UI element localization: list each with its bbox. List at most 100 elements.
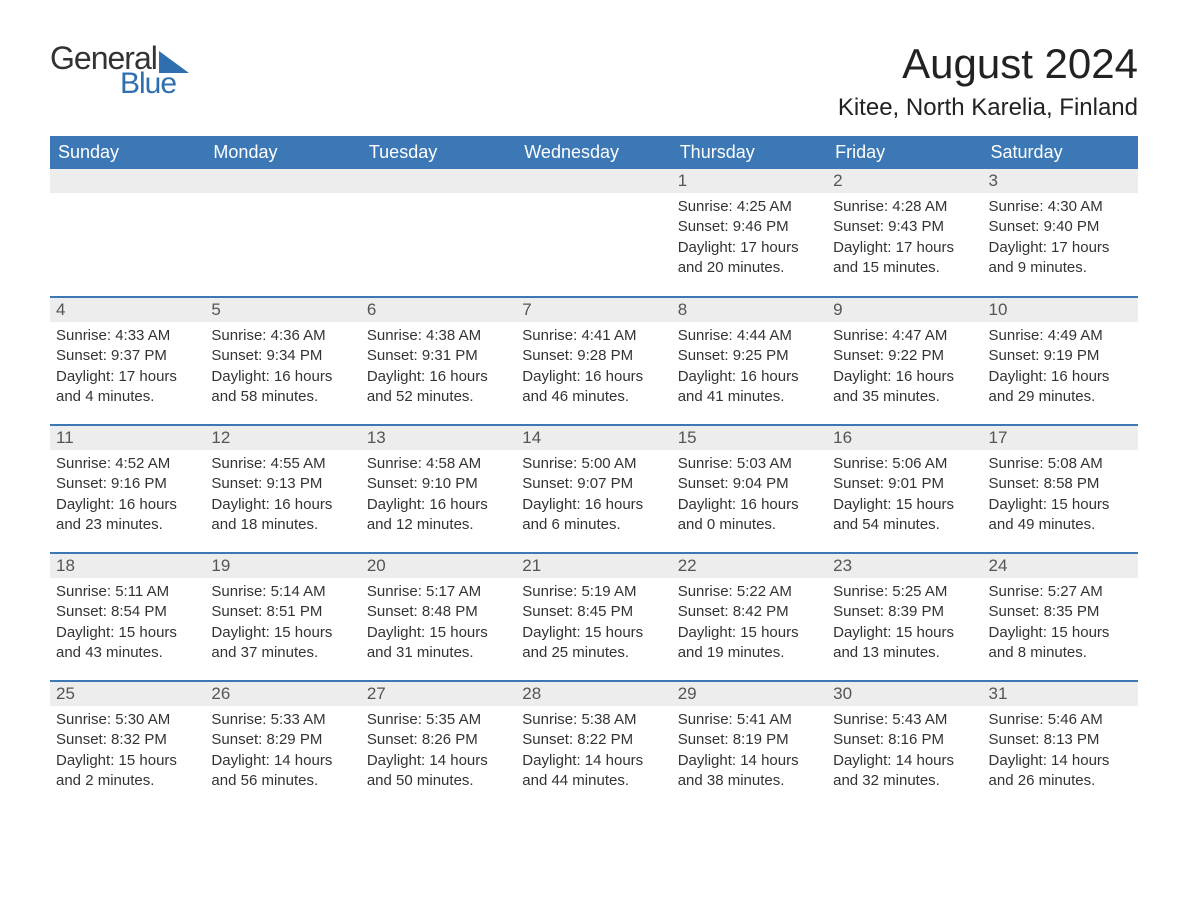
daylight-line: Daylight: 16 hours and 12 minutes.	[367, 495, 510, 536]
sunset-line: Sunset: 9:16 PM	[56, 474, 199, 494]
sunrise-line: Sunrise: 5:25 AM	[833, 582, 976, 602]
day-number: 3	[983, 169, 1138, 193]
day-header: Friday	[827, 136, 982, 169]
sunset-line: Sunset: 8:19 PM	[678, 730, 821, 750]
day-details: Sunrise: 5:25 AMSunset: 8:39 PMDaylight:…	[827, 578, 982, 671]
calendar-cell: 13Sunrise: 4:58 AMSunset: 9:10 PMDayligh…	[361, 425, 516, 553]
daylight-line: Daylight: 15 hours and 37 minutes.	[211, 623, 354, 664]
day-number: 21	[516, 554, 671, 578]
calendar-cell: 12Sunrise: 4:55 AMSunset: 9:13 PMDayligh…	[205, 425, 360, 553]
sunrise-line: Sunrise: 4:28 AM	[833, 197, 976, 217]
daylight-line: Daylight: 15 hours and 49 minutes.	[989, 495, 1132, 536]
day-details: Sunrise: 4:36 AMSunset: 9:34 PMDaylight:…	[205, 322, 360, 415]
header: General Blue August 2024 Kitee, North Ka…	[50, 40, 1138, 122]
daylight-line: Daylight: 17 hours and 20 minutes.	[678, 238, 821, 279]
calendar-cell: 1Sunrise: 4:25 AMSunset: 9:46 PMDaylight…	[672, 169, 827, 297]
day-header: Tuesday	[361, 136, 516, 169]
sunset-line: Sunset: 8:22 PM	[522, 730, 665, 750]
daylight-line: Daylight: 15 hours and 13 minutes.	[833, 623, 976, 664]
day-details: Sunrise: 4:30 AMSunset: 9:40 PMDaylight:…	[983, 193, 1138, 286]
sunset-line: Sunset: 9:37 PM	[56, 346, 199, 366]
calendar-cell: 22Sunrise: 5:22 AMSunset: 8:42 PMDayligh…	[672, 553, 827, 681]
day-details: Sunrise: 4:49 AMSunset: 9:19 PMDaylight:…	[983, 322, 1138, 415]
day-details: Sunrise: 4:28 AMSunset: 9:43 PMDaylight:…	[827, 193, 982, 286]
calendar-cell	[205, 169, 360, 297]
sunrise-line: Sunrise: 5:03 AM	[678, 454, 821, 474]
day-number: 22	[672, 554, 827, 578]
daylight-line: Daylight: 15 hours and 25 minutes.	[522, 623, 665, 664]
daylight-line: Daylight: 16 hours and 23 minutes.	[56, 495, 199, 536]
calendar-week: 18Sunrise: 5:11 AMSunset: 8:54 PMDayligh…	[50, 553, 1138, 681]
sunset-line: Sunset: 9:01 PM	[833, 474, 976, 494]
day-number: 30	[827, 682, 982, 706]
day-number: 5	[205, 298, 360, 322]
sunrise-line: Sunrise: 5:35 AM	[367, 710, 510, 730]
sunrise-line: Sunrise: 5:06 AM	[833, 454, 976, 474]
daylight-line: Daylight: 16 hours and 35 minutes.	[833, 367, 976, 408]
day-number: 29	[672, 682, 827, 706]
calendar-week: 4Sunrise: 4:33 AMSunset: 9:37 PMDaylight…	[50, 297, 1138, 425]
calendar-week: 25Sunrise: 5:30 AMSunset: 8:32 PMDayligh…	[50, 681, 1138, 809]
sunrise-line: Sunrise: 5:00 AM	[522, 454, 665, 474]
sunrise-line: Sunrise: 5:27 AM	[989, 582, 1132, 602]
day-number: 15	[672, 426, 827, 450]
calendar-cell: 19Sunrise: 5:14 AMSunset: 8:51 PMDayligh…	[205, 553, 360, 681]
day-number: 14	[516, 426, 671, 450]
day-details: Sunrise: 4:33 AMSunset: 9:37 PMDaylight:…	[50, 322, 205, 415]
daylight-line: Daylight: 17 hours and 4 minutes.	[56, 367, 199, 408]
sunrise-line: Sunrise: 4:36 AM	[211, 326, 354, 346]
day-details: Sunrise: 5:33 AMSunset: 8:29 PMDaylight:…	[205, 706, 360, 799]
location-text: Kitee, North Karelia, Finland	[838, 94, 1138, 122]
sunrise-line: Sunrise: 4:47 AM	[833, 326, 976, 346]
sunrise-line: Sunrise: 4:38 AM	[367, 326, 510, 346]
daylight-line: Daylight: 14 hours and 38 minutes.	[678, 751, 821, 792]
day-number: 13	[361, 426, 516, 450]
day-details: Sunrise: 5:38 AMSunset: 8:22 PMDaylight:…	[516, 706, 671, 799]
daylight-line: Daylight: 14 hours and 32 minutes.	[833, 751, 976, 792]
calendar-cell: 25Sunrise: 5:30 AMSunset: 8:32 PMDayligh…	[50, 681, 205, 809]
sunrise-line: Sunrise: 5:43 AM	[833, 710, 976, 730]
day-number: 28	[516, 682, 671, 706]
sunset-line: Sunset: 8:39 PM	[833, 602, 976, 622]
daylight-line: Daylight: 17 hours and 15 minutes.	[833, 238, 976, 279]
day-number: 27	[361, 682, 516, 706]
daylight-line: Daylight: 15 hours and 43 minutes.	[56, 623, 199, 664]
calendar-cell: 18Sunrise: 5:11 AMSunset: 8:54 PMDayligh…	[50, 553, 205, 681]
sunrise-line: Sunrise: 5:41 AM	[678, 710, 821, 730]
sunrise-line: Sunrise: 5:17 AM	[367, 582, 510, 602]
title-block: August 2024 Kitee, North Karelia, Finlan…	[838, 40, 1138, 122]
daylight-line: Daylight: 17 hours and 9 minutes.	[989, 238, 1132, 279]
calendar-cell: 27Sunrise: 5:35 AMSunset: 8:26 PMDayligh…	[361, 681, 516, 809]
day-number: 1	[672, 169, 827, 193]
brand-text-2: Blue	[120, 67, 176, 101]
sunrise-line: Sunrise: 4:49 AM	[989, 326, 1132, 346]
day-details: Sunrise: 4:41 AMSunset: 9:28 PMDaylight:…	[516, 322, 671, 415]
day-details: Sunrise: 5:00 AMSunset: 9:07 PMDaylight:…	[516, 450, 671, 543]
sunrise-line: Sunrise: 5:08 AM	[989, 454, 1132, 474]
sunset-line: Sunset: 8:29 PM	[211, 730, 354, 750]
day-details: Sunrise: 4:52 AMSunset: 9:16 PMDaylight:…	[50, 450, 205, 543]
day-details: Sunrise: 4:47 AMSunset: 9:22 PMDaylight:…	[827, 322, 982, 415]
day-number: 7	[516, 298, 671, 322]
calendar-cell: 20Sunrise: 5:17 AMSunset: 8:48 PMDayligh…	[361, 553, 516, 681]
sunrise-line: Sunrise: 4:41 AM	[522, 326, 665, 346]
day-number: 8	[672, 298, 827, 322]
sunrise-line: Sunrise: 5:33 AM	[211, 710, 354, 730]
day-of-week-row: SundayMondayTuesdayWednesdayThursdayFrid…	[50, 136, 1138, 169]
calendar-cell: 5Sunrise: 4:36 AMSunset: 9:34 PMDaylight…	[205, 297, 360, 425]
day-header: Saturday	[983, 136, 1138, 169]
day-number: 10	[983, 298, 1138, 322]
day-number: 25	[50, 682, 205, 706]
daylight-line: Daylight: 16 hours and 6 minutes.	[522, 495, 665, 536]
day-details: Sunrise: 5:17 AMSunset: 8:48 PMDaylight:…	[361, 578, 516, 671]
sunrise-line: Sunrise: 4:25 AM	[678, 197, 821, 217]
calendar-cell: 24Sunrise: 5:27 AMSunset: 8:35 PMDayligh…	[983, 553, 1138, 681]
sunset-line: Sunset: 9:19 PM	[989, 346, 1132, 366]
day-details: Sunrise: 5:08 AMSunset: 8:58 PMDaylight:…	[983, 450, 1138, 543]
calendar-cell: 11Sunrise: 4:52 AMSunset: 9:16 PMDayligh…	[50, 425, 205, 553]
sunset-line: Sunset: 8:51 PM	[211, 602, 354, 622]
day-details: Sunrise: 5:41 AMSunset: 8:19 PMDaylight:…	[672, 706, 827, 799]
daylight-line: Daylight: 15 hours and 54 minutes.	[833, 495, 976, 536]
sunrise-line: Sunrise: 5:46 AM	[989, 710, 1132, 730]
calendar-cell: 31Sunrise: 5:46 AMSunset: 8:13 PMDayligh…	[983, 681, 1138, 809]
